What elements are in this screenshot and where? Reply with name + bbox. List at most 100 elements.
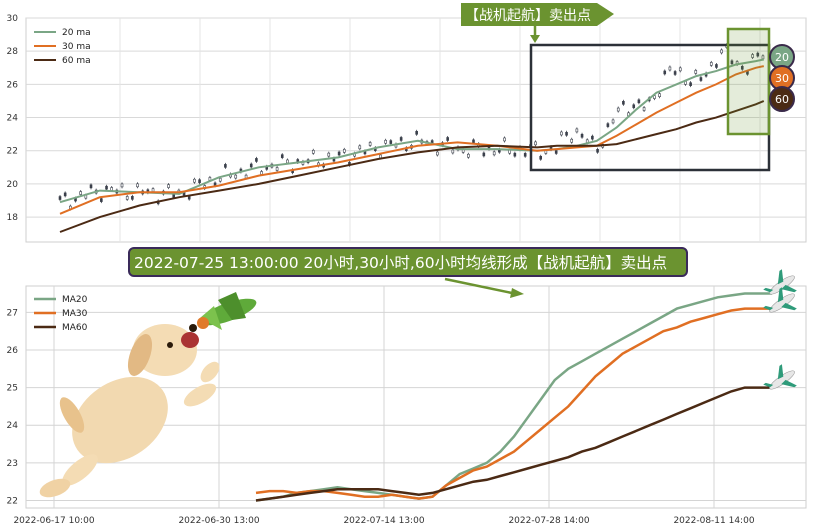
top-y-tick-label: 30 [7, 14, 19, 24]
bottom-chart-legend: MA20 MA30 MA60 [34, 295, 88, 333]
top-banner-text: 【战机起航】卖出点 [465, 8, 591, 24]
candle-body [575, 128, 579, 133]
candle-body [172, 194, 176, 198]
candle-body [709, 62, 713, 66]
candle-body [606, 123, 610, 127]
candle-body [637, 99, 641, 104]
candle-body [100, 198, 103, 202]
main-banner-text: 2022-07-25 13:00:00 20小时,30小时,60小时均线形成【战… [134, 254, 667, 272]
candle-body [255, 158, 258, 162]
candle-body [565, 131, 568, 136]
candle-body [591, 135, 594, 140]
candle-body [446, 137, 449, 141]
top-y-tick-label: 26 [7, 80, 19, 90]
top-banner-arrowhead [530, 35, 540, 43]
candle-body [337, 151, 341, 156]
bottom-chart-ma-lines [255, 292, 772, 502]
bottom-y-tick-label: 27 [7, 308, 18, 318]
bottom-x-tick-label: 2022-06-30 13:00 [178, 516, 259, 526]
candle-body [482, 152, 486, 157]
candle-body [663, 70, 667, 75]
bottom-x-tick-label: 2022-08-11 14:00 [673, 516, 754, 526]
candle-body [472, 139, 475, 144]
top-signal-banner: 【战机起航】卖出点 [461, 3, 614, 43]
candle-body [224, 164, 227, 168]
bottom-y-tick-label: 23 [7, 459, 18, 469]
legend-label-ma60: MA60 [62, 323, 88, 333]
candle-body [740, 65, 744, 70]
top-chart-ma-lines [59, 58, 765, 233]
candle-body [570, 138, 574, 143]
top-y-tick-label: 28 [7, 47, 19, 57]
candle-body [580, 133, 584, 138]
candle-body [523, 153, 527, 157]
legend-label-30ma: 30 ma [62, 42, 91, 52]
candle-body [673, 71, 677, 75]
candle-body [720, 49, 723, 54]
jet-icon-2 [763, 287, 797, 313]
top-chart-y-ticks: 30 28 26 24 22 20 18 [7, 14, 19, 223]
legend-label-20ma: 20 ma [62, 28, 91, 38]
candle-body [756, 52, 760, 57]
candle-body [622, 100, 625, 105]
candle-body [513, 152, 517, 157]
jet-icon-1 [763, 269, 797, 295]
candle-body [131, 196, 134, 200]
candle-body [611, 119, 615, 124]
candle-body [694, 70, 698, 74]
bottom-series-line-MA20 [255, 292, 772, 502]
candle-body [342, 149, 346, 153]
candle-body [327, 152, 331, 157]
candle-body [368, 142, 372, 146]
bottom-x-tick-label: 2022-07-14 13:00 [343, 516, 424, 526]
candle-body [715, 64, 718, 68]
signal-region-box [726, 27, 771, 136]
candle-body [668, 66, 672, 71]
candle-body [389, 140, 393, 144]
bottom-x-tick-label: 2022-07-28 14:00 [508, 516, 589, 526]
candle-body [642, 107, 646, 111]
candle-body [286, 159, 289, 164]
candle-body [751, 54, 754, 58]
top-chart-grid [26, 17, 806, 242]
candle-body [503, 137, 506, 142]
top-series-line-60-ma [59, 100, 765, 233]
candle-body [508, 149, 511, 154]
candle-body [451, 149, 455, 154]
signal-badges: 20 30 60 [769, 44, 795, 112]
main-banner-pointer [444, 277, 513, 295]
candle-body [632, 104, 636, 109]
dog-illustration [39, 324, 220, 498]
top-y-tick-label: 24 [7, 114, 19, 124]
candle-body [658, 93, 661, 98]
badge-60 [769, 86, 795, 112]
candle-body [89, 184, 93, 189]
candle-body [436, 151, 439, 156]
top-series-line-30-ma [59, 65, 765, 215]
top-y-tick-label: 22 [7, 147, 18, 157]
main-signal-banner: 2022-07-25 13:00:00 20小时,30小时,60小时均线形成【战… [128, 247, 688, 298]
candle-body [554, 150, 558, 154]
candle-body [218, 177, 222, 182]
candle-body [730, 60, 734, 65]
candle-body [234, 174, 238, 179]
bottom-chart-y-ticks: 27 26 25 24 23 22 [7, 308, 19, 506]
candle-body [311, 149, 315, 154]
top-chart-legend: 20 ma 30 ma 60 ma [34, 28, 91, 66]
bottom-y-tick-label: 24 [7, 421, 19, 431]
main-banner-arrowhead [510, 288, 524, 298]
top-y-tick-label: 18 [7, 213, 19, 223]
legend-label-ma20: MA20 [62, 295, 88, 305]
candle-body [198, 179, 201, 184]
bottom-series-line-MA60 [255, 386, 772, 502]
top-y-tick-label: 20 [7, 180, 19, 190]
candle-body [280, 154, 284, 158]
bottom-chart-x-ticks: 2022-06-17 10:00 2022-06-30 13:00 2022-07-… [13, 516, 754, 526]
candle-body [616, 107, 620, 112]
jet-icons [763, 269, 797, 390]
legend-label-60ma: 60 ma [62, 56, 91, 66]
candle-body [193, 178, 196, 183]
candle-body [699, 77, 703, 81]
candle-body [63, 192, 67, 197]
